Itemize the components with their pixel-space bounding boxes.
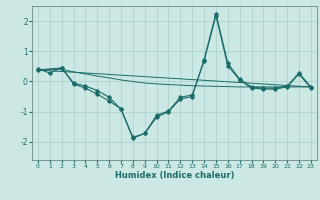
X-axis label: Humidex (Indice chaleur): Humidex (Indice chaleur) [115, 171, 234, 180]
